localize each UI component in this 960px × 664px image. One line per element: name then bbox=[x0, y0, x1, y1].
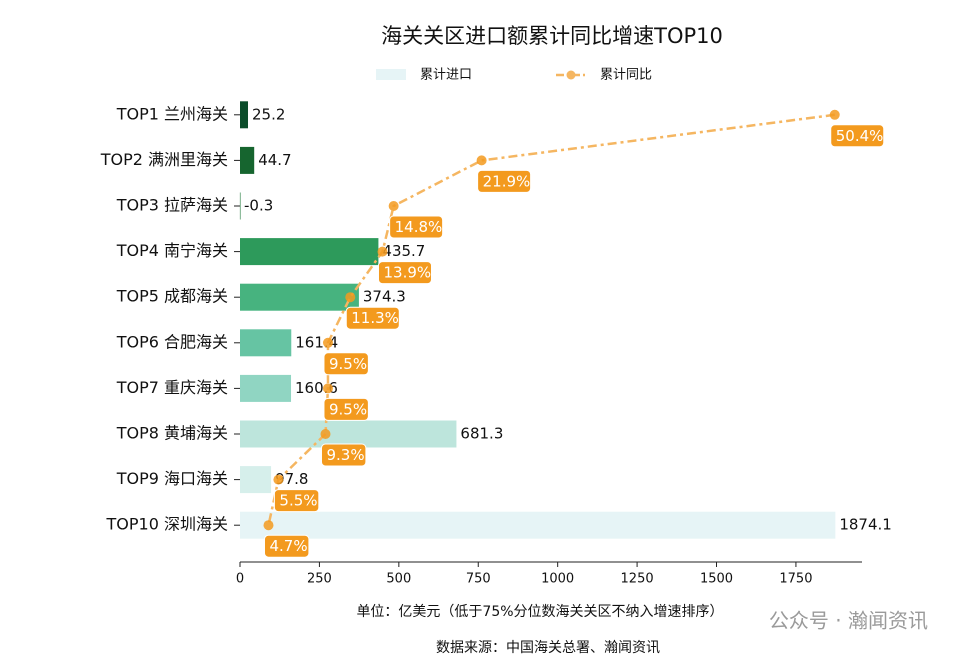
line-marker bbox=[273, 474, 284, 485]
bar bbox=[240, 329, 292, 357]
line-value-label: 5.5% bbox=[279, 492, 317, 510]
x-tick-label: 500 bbox=[386, 572, 411, 587]
x-tick-label: 250 bbox=[307, 572, 332, 587]
line-label-box bbox=[263, 534, 310, 558]
line-label-box bbox=[830, 124, 885, 148]
x-tick-label: 0 bbox=[236, 572, 244, 587]
line-label-box bbox=[377, 261, 432, 285]
bar bbox=[239, 192, 241, 220]
line-value-label: 11.3% bbox=[351, 309, 399, 327]
source: 数据来源：中国海关总署、瀚闻资讯 bbox=[436, 640, 660, 656]
line-marker bbox=[345, 292, 356, 303]
line-label-box bbox=[323, 352, 369, 376]
y-tick-label: TOP7 重庆海关 bbox=[116, 378, 228, 397]
bar bbox=[240, 374, 292, 402]
y-tick-label: TOP1 兰州海关 bbox=[116, 104, 228, 123]
x-tick-label: 1750 bbox=[779, 572, 812, 587]
legend-label: 累计同比 bbox=[600, 68, 652, 83]
bar bbox=[240, 101, 249, 129]
line-value-label: 9.5% bbox=[329, 355, 367, 373]
bar-value-label: 1874.1 bbox=[839, 516, 892, 534]
line-marker bbox=[388, 201, 399, 211]
bar bbox=[240, 466, 272, 494]
y-tick-label: TOP5 成都海关 bbox=[116, 287, 228, 306]
x-axis-label: 单位：亿美元（低于75%分位数海关关区不纳入增速排序） bbox=[356, 604, 723, 620]
line-value-label: 50.4% bbox=[836, 127, 884, 145]
bar-value-label: 435.7 bbox=[382, 242, 425, 260]
line-value-label: 13.9% bbox=[383, 264, 431, 282]
line-marker bbox=[263, 520, 274, 531]
bar bbox=[240, 146, 255, 174]
watermark: 公众号 · 瀚闻资讯 bbox=[769, 609, 928, 633]
bar-value-label: 374.3 bbox=[363, 288, 406, 306]
y-tick-label: TOP3 拉萨海关 bbox=[116, 196, 228, 215]
legend-swatch bbox=[376, 69, 406, 80]
legend-swatch bbox=[566, 70, 576, 80]
line-label-box bbox=[273, 489, 320, 513]
chart-title: 海关关区进口额累计同比增速TOP10 bbox=[381, 24, 723, 48]
line-marker bbox=[322, 383, 333, 394]
line-marker bbox=[476, 155, 487, 166]
line-value-label: 4.7% bbox=[269, 537, 307, 555]
bar-value-label: -0.3 bbox=[244, 197, 273, 215]
y-tick-label: TOP9 海口海关 bbox=[116, 469, 228, 488]
legend-label: 累计进口 bbox=[420, 68, 472, 83]
bar bbox=[240, 238, 379, 266]
x-tick-label: 1000 bbox=[541, 572, 574, 587]
x-tick-label: 1500 bbox=[700, 572, 733, 587]
line-marker bbox=[322, 337, 333, 348]
bar-value-label: 681.3 bbox=[460, 425, 503, 443]
line-value-label: 21.9% bbox=[483, 172, 531, 190]
line-label-box bbox=[323, 397, 369, 421]
bar-value-label: 25.2 bbox=[252, 105, 285, 123]
y-tick-label: TOP6 合肥海关 bbox=[116, 332, 228, 351]
y-tick-label: TOP2 满洲里海关 bbox=[100, 150, 228, 169]
bar-value-label: 97.8 bbox=[275, 470, 308, 488]
y-tick-label: TOP8 黄埔海关 bbox=[116, 424, 228, 443]
y-tick-label: TOP10 深圳海关 bbox=[106, 515, 228, 534]
bar bbox=[240, 511, 836, 539]
line-label-box bbox=[320, 443, 367, 467]
line-label-box bbox=[345, 306, 400, 330]
line-label-box bbox=[477, 169, 532, 193]
line-value-label: 9.5% bbox=[329, 400, 367, 418]
bar bbox=[240, 283, 359, 311]
bar bbox=[240, 420, 457, 448]
line-value-label: 14.8% bbox=[395, 218, 443, 236]
line-marker bbox=[377, 246, 388, 257]
line-marker bbox=[829, 109, 840, 120]
y-tick-label: TOP4 南宁海关 bbox=[116, 241, 228, 260]
bar-value-label: 44.7 bbox=[258, 151, 291, 169]
line-marker bbox=[320, 429, 331, 439]
line-value-label: 9.3% bbox=[326, 446, 364, 464]
line-label-box bbox=[389, 215, 444, 239]
line bbox=[267, 113, 835, 526]
x-tick-label: 750 bbox=[466, 572, 491, 587]
x-tick-label: 1250 bbox=[621, 572, 654, 587]
